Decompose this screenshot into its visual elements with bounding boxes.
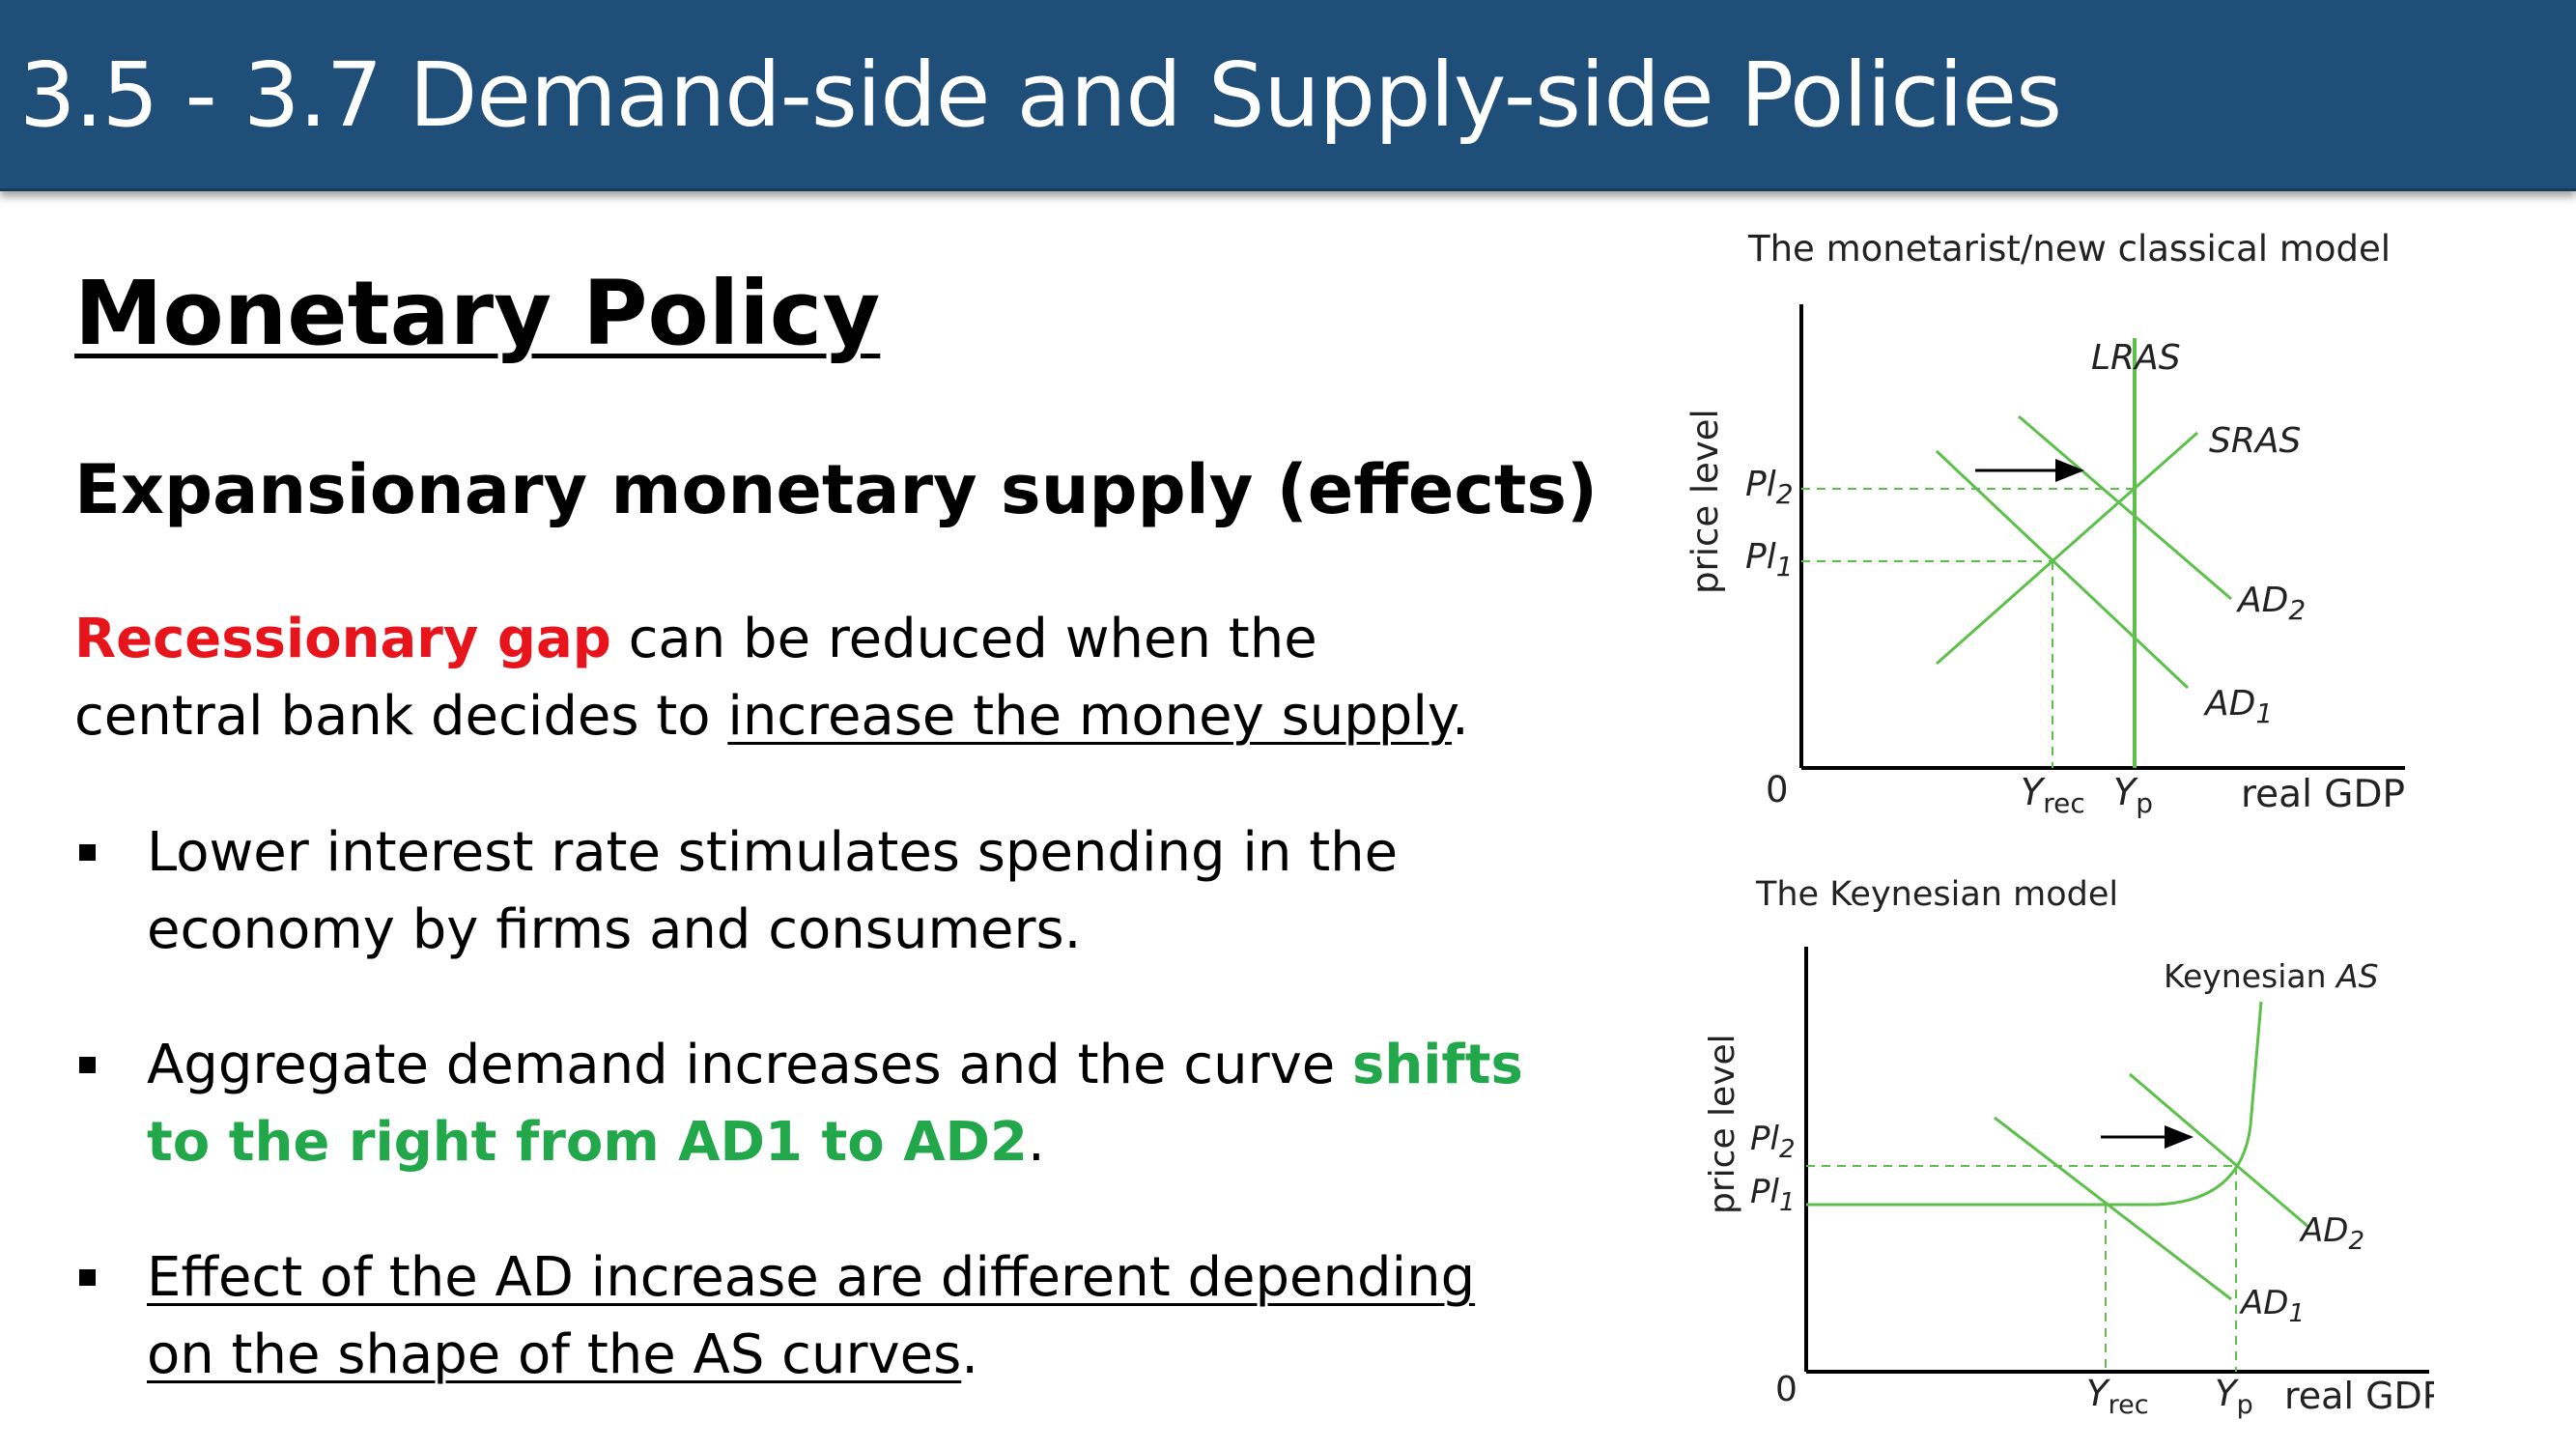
keynesian-as-label: Keynesian AS <box>2164 957 2379 995</box>
pl2-label: Pl2 <box>1750 1120 1796 1164</box>
origin-label: 0 <box>1775 1370 1798 1409</box>
origin-label: 0 <box>1766 769 1789 810</box>
ad2-label: AD2 <box>2299 1211 2364 1256</box>
yrec-label: Yrec <box>2021 771 2085 819</box>
shift-highlight: to the right from AD1 to AD2 <box>147 1111 1028 1174</box>
keynesian-as-curve <box>1806 1001 2263 1207</box>
yrec-label: Yrec <box>2086 1373 2149 1420</box>
ad1-label: AD1 <box>2203 684 2273 729</box>
pl1-label: Pl1 <box>1745 537 1794 582</box>
money-supply-underlined: increase the money supply <box>727 685 1453 748</box>
bullet-text: . <box>961 1323 979 1386</box>
as-shape-underlined: on the shape of the AS curves <box>147 1323 962 1386</box>
section-heading: Monetary Policy <box>74 262 881 365</box>
bullet-2-line-1: Aggregate demand increases and the curve… <box>147 1027 1523 1104</box>
pl2-label: Pl2 <box>1745 465 1794 510</box>
ad2-curve <box>2129 1072 2309 1229</box>
y-axis-label: price level <box>1703 1034 1742 1214</box>
title-banner: 3.5 - 3.7 Demand-side and Supply-side Po… <box>0 0 2576 191</box>
bullet-icon <box>79 1057 96 1073</box>
bullet-3-line-1: Effect of the AD increase are different … <box>147 1246 1476 1309</box>
bullet-1-line-2: economy by firms and consumers. <box>147 898 1082 961</box>
ad1-label: AD1 <box>2239 1284 2305 1328</box>
section-subheading: Expansionary monetary supply (effects) <box>74 450 1599 529</box>
y-axis-label: price level <box>1684 409 1726 594</box>
diagram-title: The Keynesian model <box>1755 875 2118 914</box>
intro-text: central bank decides to <box>74 685 728 748</box>
bullet-text: Aggregate demand increases and the curve <box>147 1034 1352 1096</box>
diagram-title: The monetarist/new classical model <box>1747 228 2391 270</box>
intro-line-1: Recessionary gap can be reduced when the <box>74 601 1317 678</box>
bullet-1-line-1: Lower interest rate stimulates spending … <box>147 821 1399 884</box>
yp-label: Yp <box>2215 1373 2253 1420</box>
recessionary-gap-highlight: Recessionary gap <box>74 608 611 670</box>
bullet-2-line-2: to the right from AD1 to AD2. <box>147 1104 1045 1181</box>
ad2-label: AD2 <box>2236 581 2306 626</box>
slide-title: 3.5 - 3.7 Demand-side and Supply-side Po… <box>19 43 2062 147</box>
ad2-curve <box>2018 414 2232 601</box>
bullet-text: . <box>1028 1111 1045 1174</box>
sras-curve <box>1936 431 2198 666</box>
ad1-curve <box>1994 1116 2232 1301</box>
intro-line-2: central bank decides to increase the mon… <box>74 678 1469 755</box>
ad1-curve <box>1935 449 2190 690</box>
x-axis-label: real GDP <box>2284 1375 2434 1417</box>
bullet-icon <box>79 1269 96 1286</box>
keynesian-diagram: The Keynesian model price level 0 real G… <box>1703 875 2434 1420</box>
pl1-label: Pl1 <box>1750 1173 1796 1217</box>
intro-text: . <box>1452 685 1469 748</box>
bullet-3-line-2: on the shape of the AS curves. <box>147 1317 978 1394</box>
sras-label: SRAS <box>2209 421 2301 461</box>
lras-label: LRAS <box>2091 338 2181 378</box>
x-axis-label: real GDP <box>2241 773 2405 816</box>
yp-label: Yp <box>2113 771 2153 819</box>
intro-text: can be reduced when the <box>610 608 1317 670</box>
monetarist-diagram: The monetarist/new classical model price… <box>1684 228 2405 819</box>
shift-highlight: shifts <box>1352 1034 1523 1096</box>
bullet-icon <box>79 844 96 861</box>
